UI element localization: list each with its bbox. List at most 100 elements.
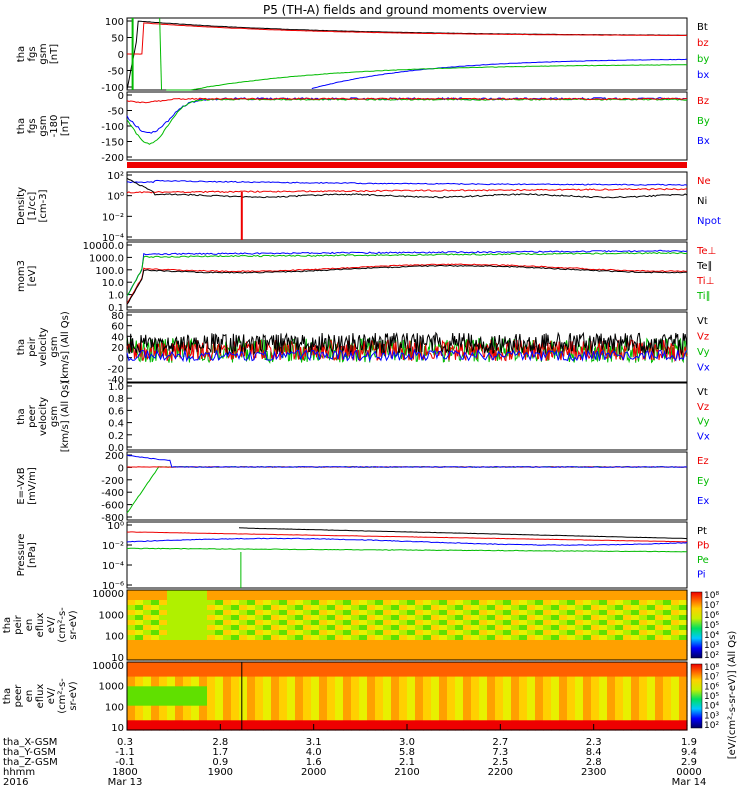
spectro-8-cell: [223, 645, 232, 651]
spectro-9-cell: [447, 710, 456, 717]
spectro-9-cell: [367, 676, 376, 683]
spectro-9-cell: [519, 700, 528, 707]
spectro-8-cell: [215, 620, 224, 626]
spectro-8-cell: [191, 655, 200, 661]
spectro-8-cell: [647, 650, 656, 656]
spectro-8-cell: [671, 645, 680, 651]
spectro-9-cell: [303, 720, 312, 726]
colorbar-8-tick-3: 10⁵: [704, 621, 719, 631]
spectro-9-cell: [167, 696, 176, 702]
spectro-9-cell: [623, 696, 632, 702]
spectro-8-cell: [479, 605, 488, 611]
spectro-8-cell: [567, 600, 576, 606]
spectro-8-cell: [479, 635, 488, 641]
spectro-8-cell: [487, 600, 496, 606]
spectro-9-cell: [559, 676, 568, 683]
spectro-9-cell: [399, 681, 408, 687]
spectro-9-cell: [647, 725, 656, 731]
spectro-8-cell: [175, 610, 184, 616]
spectro-9-cell: [335, 686, 344, 692]
spectro-8-cell: [231, 630, 240, 636]
spectro-8-cell: [215, 645, 224, 651]
spectro-8-cell: [399, 620, 408, 626]
spectro-9-cell: [287, 686, 296, 692]
spectro-8-cell: [279, 615, 288, 621]
spectro-8-cell: [663, 650, 672, 656]
spectro-8-cell: [127, 640, 136, 646]
spectro-8-cell: [359, 655, 368, 661]
colorbar-9-tick-2: 10⁶: [704, 682, 719, 692]
spectro-9-cell: [607, 705, 616, 712]
spectro-8-cell: [391, 655, 400, 661]
spectro-8-cell: [591, 590, 600, 596]
spectro-8-cell: [271, 635, 280, 641]
spectro-9-cell: [591, 720, 600, 726]
panel-5-legend-3: Vx: [697, 431, 710, 442]
spectro-9-cell: [455, 666, 464, 673]
spectro-8-cell: [223, 650, 232, 656]
spectro-8-cell: [239, 645, 248, 651]
spectro-9-cell: [239, 720, 248, 726]
spectro-8-cell: [143, 620, 152, 626]
spectro-8-cell: [527, 655, 536, 661]
spectro-8-cell: [503, 640, 512, 646]
spectro-8-cell: [671, 615, 680, 621]
spectro-8-cell: [623, 595, 632, 601]
spectro-9-cell: [431, 696, 440, 702]
spectro-9-cell: [303, 681, 312, 687]
spectro-9-cell: [543, 700, 552, 707]
spectro-8-cell: [191, 605, 200, 611]
spectro-9-cell: [407, 666, 416, 673]
spectro-9-cell: [543, 676, 552, 683]
spectro-8-cell: [183, 635, 192, 641]
spectro-9-cell: [447, 691, 456, 697]
spectro-9-cell: [343, 700, 352, 707]
spectro-9-cell: [647, 686, 656, 692]
spectro-9-cell: [519, 676, 528, 683]
spectro-9-cell: [479, 705, 488, 712]
spectro-9-cell: [143, 662, 152, 668]
spectro-8-cell: [439, 650, 448, 656]
spectro-9-cell: [471, 725, 480, 731]
x-row-0-value-1: 2.8: [212, 737, 228, 748]
spectro-9-cell: [343, 676, 352, 683]
spectro-9-cell: [223, 720, 232, 726]
spectro-8-cell: [543, 600, 552, 606]
spectro-9-cell: [527, 696, 536, 702]
spectro-9-cell: [543, 715, 552, 721]
spectro-9-cell: [311, 705, 320, 712]
spectro-9-cell: [503, 686, 512, 692]
spectro-9-cell: [639, 681, 648, 687]
spectro-8-cell: [351, 650, 360, 656]
spectro-9-cell: [175, 700, 184, 707]
spectro-9-cell: [447, 705, 456, 712]
panel-0-ytick-label-3: -50: [108, 67, 124, 78]
spectro-8-cell: [175, 590, 184, 596]
spectro-9-cell: [335, 662, 344, 668]
spectro-9-cell: [247, 710, 256, 717]
spectro-9-cell: [175, 710, 184, 717]
spectro-8-cell: [647, 635, 656, 641]
spectro-8-cell: [447, 625, 456, 631]
spectro-8-cell: [471, 635, 480, 641]
spectro-9-cell: [639, 705, 648, 712]
spectro-9-cell: [679, 662, 688, 668]
spectro-9-cell: [655, 676, 664, 683]
spectro-9-cell: [671, 720, 680, 726]
spectro-9-cell: [471, 681, 480, 687]
spectro-9-cell: [207, 666, 216, 673]
spectro-9-cell: [471, 676, 480, 683]
spectro-8-cell: [447, 595, 456, 601]
spectro-9-cell: [431, 710, 440, 717]
spectro-9-cell: [295, 710, 304, 717]
spectro-8-cell: [551, 605, 560, 611]
spectro-8-cell: [479, 615, 488, 621]
spectro-8-cell: [223, 600, 232, 606]
spectro-8-cell: [183, 610, 192, 616]
spectro-9-cell: [159, 671, 168, 678]
spectro-8-cell: [343, 635, 352, 641]
spectro-9-cell: [447, 662, 456, 668]
spectro-8-cell: [167, 600, 176, 606]
spectro-8-cell: [575, 625, 584, 631]
spectro-8-cell: [287, 635, 296, 641]
